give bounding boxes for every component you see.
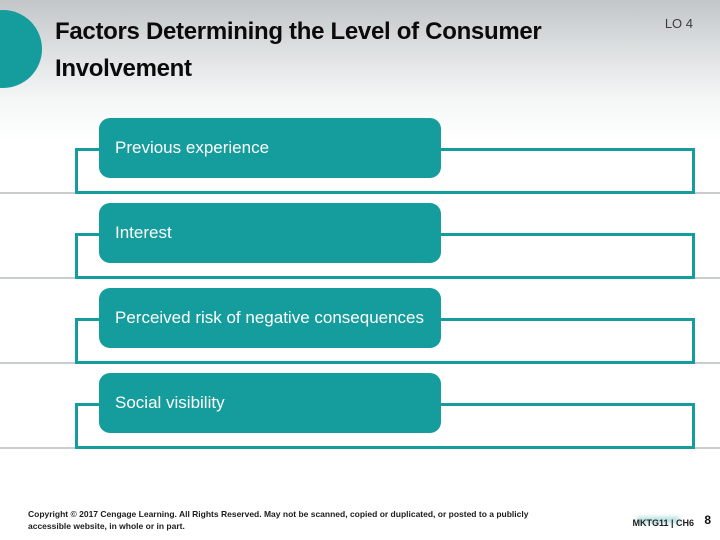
factor-row: Interest bbox=[0, 203, 720, 283]
copyright-notice: Copyright © 2017 Cengage Learning. All R… bbox=[28, 509, 529, 531]
factor-label: Previous experience bbox=[115, 138, 270, 157]
slide-title: Factors Determining the Level of Consume… bbox=[55, 18, 542, 82]
factor-box: Social visibility bbox=[99, 373, 441, 433]
factor-label: Social visibility bbox=[115, 393, 225, 412]
page-number: 8 bbox=[704, 513, 711, 527]
teal-footer-smudge bbox=[636, 517, 680, 523]
learning-objective-badge: LO 4 bbox=[664, 16, 693, 31]
factor-row: Social visibility bbox=[0, 373, 720, 453]
factor-box: Perceived risk of negative consequences bbox=[99, 288, 441, 348]
factor-label: Perceived risk of negative consequences bbox=[115, 308, 425, 327]
factor-box: Interest bbox=[99, 203, 441, 263]
factor-row: Previous experience bbox=[0, 118, 720, 198]
factor-box: Previous experience bbox=[99, 118, 441, 178]
course-code: MKTG11 | CH6 bbox=[632, 518, 694, 528]
factor-label: Interest bbox=[115, 223, 172, 242]
factor-row: Perceived risk of negative consequences bbox=[0, 288, 720, 368]
